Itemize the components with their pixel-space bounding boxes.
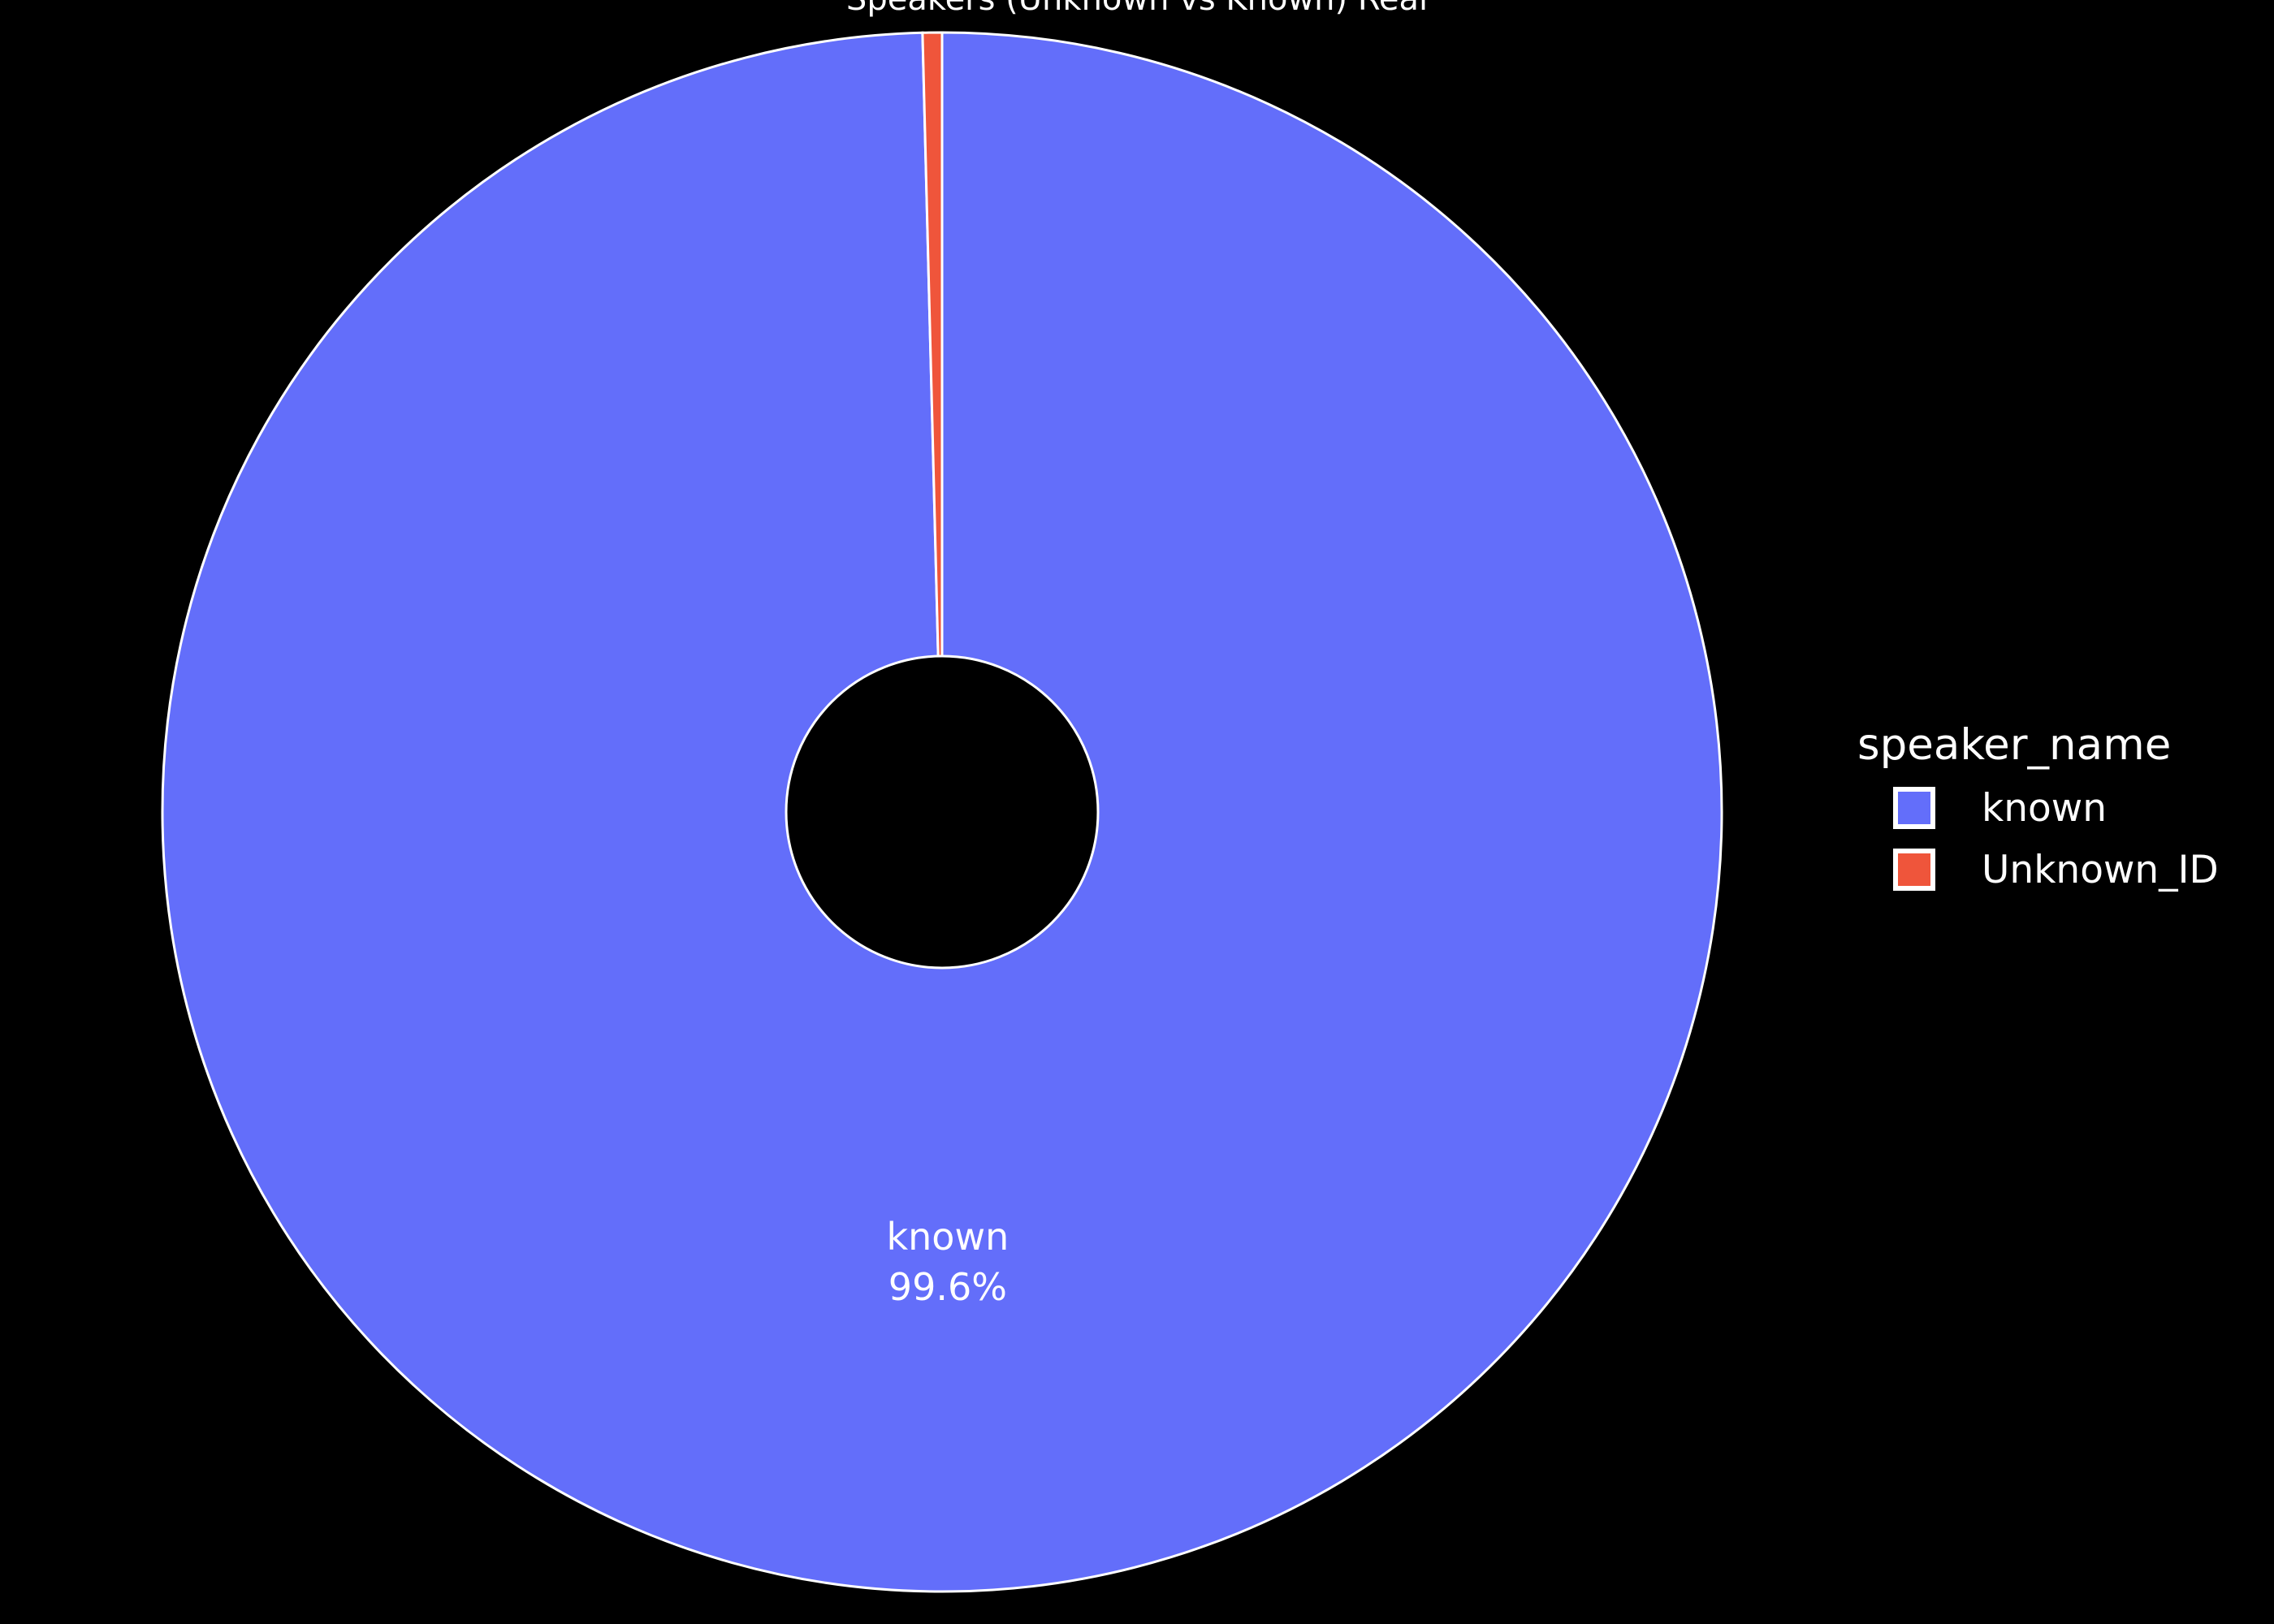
chart-title: Speakers (Unknown vs Known) Real bbox=[846, 0, 1428, 18]
legend-label: known bbox=[1982, 786, 2107, 831]
legend-title: speaker_name bbox=[1857, 720, 2171, 770]
legend-item-unknown-id[interactable]: Unknown_ID bbox=[1893, 848, 2219, 892]
slice-labels: known 99.6% bbox=[887, 1215, 1009, 1309]
legend-swatch bbox=[1893, 849, 1935, 891]
legend-swatch bbox=[1893, 787, 1935, 829]
legend-item-known[interactable]: known bbox=[1893, 786, 2107, 831]
legend: speaker_name known Unknown_ID bbox=[1857, 720, 2219, 892]
slice-label-percent: 99.6% bbox=[888, 1265, 1007, 1309]
donut-hole bbox=[785, 654, 1100, 970]
slice-label-category: known bbox=[887, 1215, 1009, 1259]
legend-label: Unknown_ID bbox=[1982, 848, 2219, 892]
pie-slice-unknown-id bbox=[921, 31, 944, 813]
